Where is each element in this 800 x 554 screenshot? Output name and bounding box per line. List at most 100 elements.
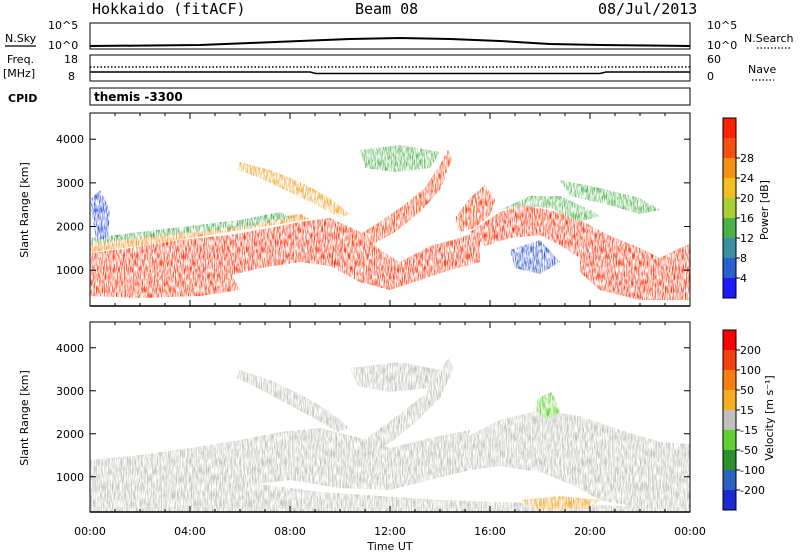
velocity-colorbar-swatch — [723, 370, 736, 391]
velocity-colorbar-tick-label: 15 — [740, 404, 754, 417]
power-scatter — [90, 145, 690, 300]
velocity-green-patch — [536, 392, 560, 420]
nsky-label: N.Sky — [5, 32, 37, 45]
velocity-ylabel: Slant Range [km] — [18, 370, 31, 466]
power-colorbar-swatch — [723, 118, 736, 139]
velocity-arc-upper-right — [350, 358, 454, 456]
time-tick-label: 00:00 — [674, 525, 706, 538]
time-tick-label: 04:00 — [174, 525, 206, 538]
freq-tick-top: 18 — [64, 53, 78, 66]
nave-tick-bottom: 0 — [707, 70, 714, 83]
power-band-morning-green — [90, 212, 290, 244]
velocity-colorbar-swatch — [723, 350, 736, 371]
power-arc-upper-left — [238, 162, 350, 218]
velocity-colorbar-tick-label: 50 — [740, 384, 754, 397]
power-colorbar-swatch — [723, 258, 736, 279]
freq-tick-bottom: 8 — [68, 70, 75, 83]
nsky-tick-bottom: 10^0 — [48, 39, 78, 52]
power-panel: 1000 2000 3000 4000 Slant Range [km] 4 8 12 16… — [18, 112, 771, 307]
power-colorbar-tick-label: 12 — [740, 232, 754, 245]
cpid-value: themis -3300 — [94, 90, 183, 104]
power-ylabel: Slant Range [km] — [18, 162, 31, 258]
velocity-ytick-label: 3000 — [56, 385, 84, 398]
time-tick-label: 16:00 — [474, 525, 506, 538]
time-tick-label: 08:00 — [274, 525, 306, 538]
freq-strip: Freq. [MHz] 18 8 60 0 Nave — [3, 53, 776, 83]
power-colorbar: 4 8 12 16 20 24 28 — [722, 117, 754, 299]
velocity-ground-evening — [460, 410, 690, 508]
time-tick-label: 00:00 — [74, 525, 106, 538]
nave-trace — [90, 71, 690, 75]
beam-title: Beam 08 — [355, 0, 419, 18]
power-colorbar-swatch — [723, 178, 736, 199]
velocity-colorbar-swatch — [723, 430, 736, 451]
power-colorbar-label: Power [dB] — [758, 180, 771, 240]
power-arc-mid — [455, 185, 495, 232]
cpid-label: CPID — [8, 92, 37, 105]
velocity-orange-low — [520, 496, 600, 510]
power-ytick-label: 2000 — [56, 221, 84, 234]
velocity-colorbar-frame — [722, 329, 737, 511]
power-colorbar-swatch — [723, 238, 736, 259]
velocity-colorbar-tick-label: -200 — [740, 484, 765, 497]
freq-unit: [MHz] — [3, 67, 35, 80]
velocity-colorbar-tick-label: -50 — [740, 444, 758, 457]
power-colorbar-frame — [722, 117, 737, 299]
velocity-y-ticks: 1000 2000 3000 4000 — [56, 342, 690, 484]
power-band-evening-green — [500, 196, 600, 222]
power-blue-dawn — [90, 190, 110, 240]
power-colorbar-swatch — [723, 158, 736, 179]
date-title: 08/Jul/2013 — [598, 0, 698, 18]
velocity-colorbar-tick-label: 200 — [740, 344, 761, 357]
power-colorbar-tick-label: 4 — [740, 272, 747, 285]
velocity-scatter — [90, 358, 690, 512]
power-colorbar-tick-label: 16 — [740, 212, 754, 225]
velocity-ytick-label: 1000 — [56, 471, 84, 484]
velocity-colorbar-tick-label: 100 — [740, 364, 761, 377]
power-colorbar-swatch — [723, 218, 736, 239]
nsky-trace — [89, 36, 691, 47]
freq-label: Freq. — [7, 53, 34, 66]
velocity-colorbar-swatch — [723, 330, 736, 351]
power-ytick-label: 4000 — [56, 133, 84, 146]
cpid-strip: CPID themis -3300 — [8, 87, 691, 106]
velocity-colorbar-swatch — [723, 470, 736, 491]
velocity-colorbar-swatch — [723, 410, 736, 431]
nsearch-label: N.Search — [744, 32, 794, 45]
nsky-strip: N.Sky 10^5 10^0 10^5 10^0 N.Search — [5, 19, 794, 52]
velocity-colorbar-label: Velocity [m s⁻¹] — [763, 375, 776, 460]
power-colorbar-tick-label: 28 — [740, 152, 754, 165]
power-sparse-upper — [560, 180, 660, 214]
nsearch-tick-bottom: 10^0 — [707, 39, 737, 52]
power-colorbar-swatch — [723, 278, 736, 299]
station-title: Hokkaido (fitACF) — [92, 0, 246, 18]
power-colorbar-tick-label: 8 — [740, 252, 747, 265]
velocity-ytick-label: 4000 — [56, 342, 84, 355]
velocity-colorbar-tick-label: -15 — [740, 424, 758, 437]
nsearch-tick-top: 10^5 — [707, 19, 737, 32]
power-band-evening — [470, 205, 690, 300]
velocity-colorbar: 200 100 50 15 -15 -50 -100 -200 — [722, 329, 765, 511]
velocity-arc-upper-left — [236, 370, 350, 432]
time-tick-label: 12:00 — [374, 525, 406, 538]
velocity-colorbar-swatch — [723, 450, 736, 471]
power-low-morning — [90, 268, 240, 298]
power-blue-noon — [510, 240, 560, 274]
power-colorbar-tick-label: 20 — [740, 192, 754, 205]
velocity-colorbar-tick-label: -100 — [740, 464, 765, 477]
velocity-panel: 1000 2000 3000 4000 Slant Range [km] 200 100… — [18, 113, 776, 553]
power-ytick-label: 3000 — [56, 177, 84, 190]
velocity-ytick-label: 2000 — [56, 428, 84, 441]
velocity-ground-low — [90, 468, 690, 512]
time-axis-label: Time UT — [366, 540, 412, 553]
velocity-patch-upper — [350, 362, 440, 392]
power-colorbar-tick-label: 24 — [740, 172, 754, 185]
time-axis-ticks: 00:00 04:00 08:00 12:00 16:00 20:00 00:00 — [74, 113, 706, 538]
nave-tick-top: 60 — [707, 53, 721, 66]
nave-label: Nave — [748, 63, 776, 76]
nsky-tick-top: 10^5 — [48, 19, 78, 32]
power-ytick-label: 1000 — [56, 264, 84, 277]
velocity-colorbar-swatch — [723, 490, 736, 511]
power-arc-upper-right — [350, 150, 452, 246]
